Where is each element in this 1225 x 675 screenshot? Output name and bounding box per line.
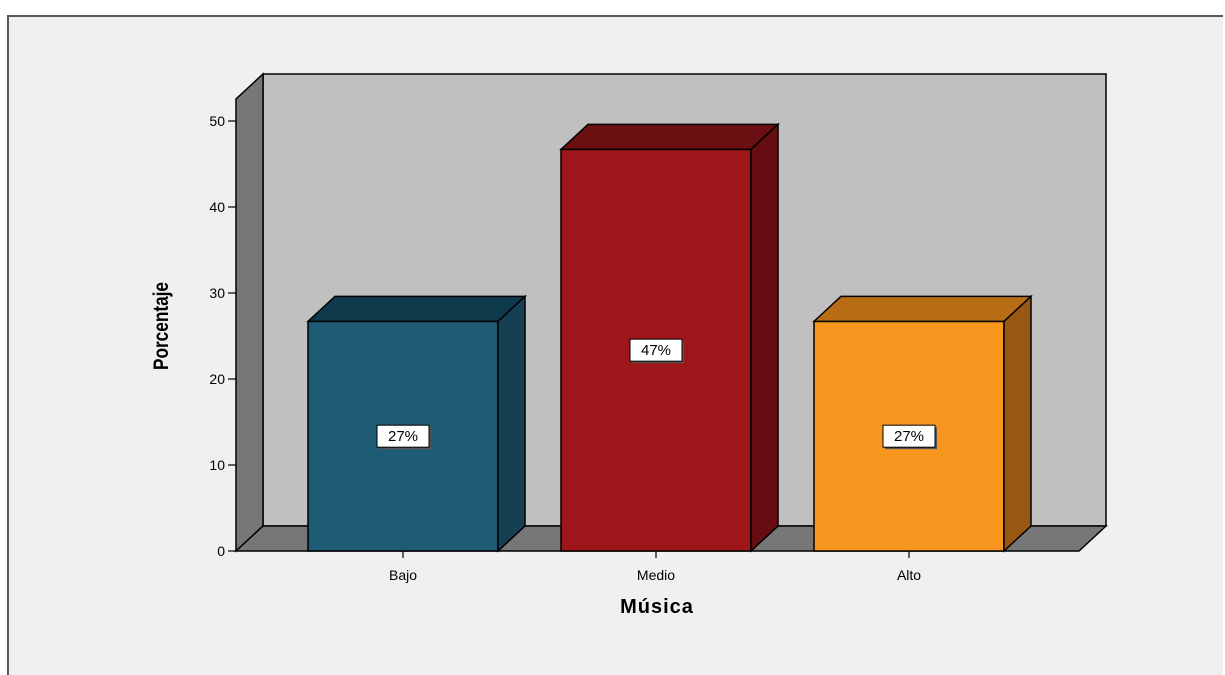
data-label-box (882, 424, 936, 448)
bar-bajo: 27% (306, 294, 527, 553)
x-tick-label: Alto (897, 567, 921, 583)
bar-alto: 27% (812, 294, 1033, 553)
x-tick-label: Bajo (389, 567, 417, 583)
bar-top (559, 123, 780, 151)
bar-side (1003, 294, 1032, 553)
data-label-box (629, 338, 683, 362)
data-label: 27% (894, 428, 924, 445)
y-tick-label: 10 (209, 457, 225, 473)
data-label: 27% (388, 428, 418, 445)
bars: 27% 47% 27% (306, 122, 1033, 553)
bar-top (306, 295, 527, 323)
side-wall (235, 72, 264, 553)
x-axis-title: Música (620, 596, 694, 618)
bar-side (497, 294, 526, 553)
y-tick-label: 30 (209, 285, 225, 301)
bar-top (812, 295, 1033, 323)
data-label-box (376, 424, 430, 448)
y-tick-label: 50 (209, 113, 225, 129)
x-tick-label: Medio (637, 567, 675, 583)
y-tick-label: 40 (209, 199, 225, 215)
y-axis-title: Porcentaje (151, 282, 174, 370)
x-axis: Bajo Medio Alto (389, 551, 921, 583)
y-tick-label: 20 (209, 371, 225, 387)
y-tick-label: 0 (217, 543, 225, 559)
data-label: 47% (641, 342, 671, 359)
y-axis: 0 10 20 30 40 50 (209, 113, 236, 559)
bar-side (750, 122, 779, 553)
bar-medio: 47% (559, 122, 780, 553)
